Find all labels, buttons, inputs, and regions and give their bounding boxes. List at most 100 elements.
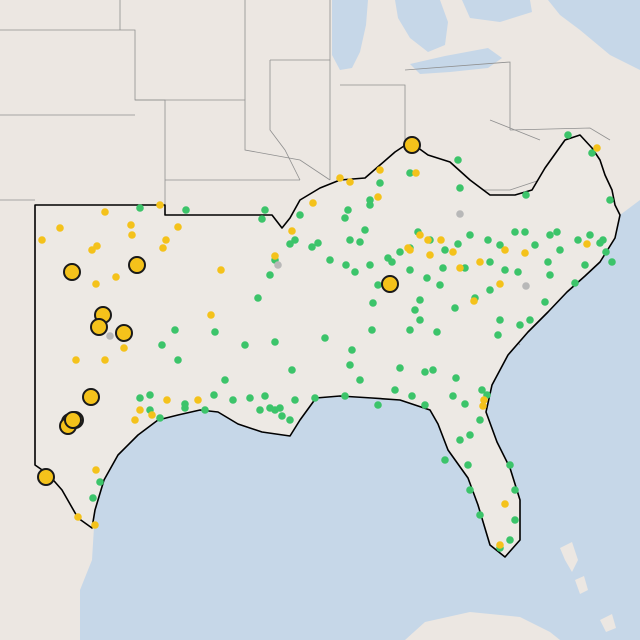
site-marker-green-54 (341, 392, 349, 400)
site-marker-green-90 (486, 258, 494, 266)
site-marker-yellow-48 (288, 227, 296, 235)
site-marker-green-118 (286, 416, 294, 424)
site-marker-green-63 (466, 431, 474, 439)
site-marker-large-6 (115, 324, 133, 342)
site-marker-green-17 (586, 231, 594, 239)
site-marker-green-113 (351, 268, 359, 276)
site-marker-green-70 (506, 536, 514, 544)
site-marker-yellow-29 (416, 231, 424, 239)
site-marker-green-74 (433, 328, 441, 336)
site-marker-green-80 (526, 316, 534, 324)
site-marker-yellow-5 (101, 208, 109, 216)
site-marker-yellow-15 (112, 273, 120, 281)
site-marker-green-114 (261, 392, 269, 400)
site-marker-green-49 (246, 394, 254, 402)
state-border-10 (404, 61, 511, 130)
site-marker-green-97 (406, 326, 414, 334)
site-marker-green-137 (361, 226, 369, 234)
site-marker-green-139 (344, 206, 352, 214)
site-marker-large-11 (37, 468, 55, 486)
site-marker-yellow-8 (156, 201, 164, 209)
site-marker-yellow-23 (309, 199, 317, 207)
site-marker-green-23 (484, 236, 492, 244)
site-marker-yellow-9 (174, 223, 182, 231)
site-marker-gray-3 (274, 261, 282, 269)
site-marker-green-19 (531, 241, 539, 249)
site-marker-yellow-45 (479, 402, 487, 410)
site-marker-green-81 (541, 298, 549, 306)
site-marker-green-44 (174, 356, 182, 364)
site-marker-green-32 (366, 261, 374, 269)
site-marker-yellow-19 (92, 466, 100, 474)
highlighted-region-outline (34, 134, 621, 558)
state-border-11 (509, 127, 611, 141)
site-marker-green-82 (571, 279, 579, 287)
lake-michigan (332, 0, 368, 70)
site-marker-green-64 (456, 436, 464, 444)
state-border-24 (489, 119, 541, 141)
site-marker-large-2 (63, 263, 81, 281)
site-marker-green-12 (522, 191, 530, 199)
site-marker-green-14 (588, 149, 596, 157)
site-marker-green-110 (89, 494, 97, 502)
site-marker-yellow-13 (207, 311, 215, 319)
site-marker-green-26 (441, 246, 449, 254)
site-marker-yellow-53 (131, 416, 139, 424)
site-marker-gray-4 (106, 332, 114, 340)
site-marker-green-66 (464, 461, 472, 469)
site-marker-green-43 (158, 341, 166, 349)
site-marker-green-6 (341, 214, 349, 222)
site-marker-green-111 (369, 299, 377, 307)
site-marker-green-131 (296, 211, 304, 219)
site-marker-green-136 (384, 254, 392, 262)
site-marker-gray-1 (456, 210, 464, 218)
site-marker-green-38 (266, 271, 274, 279)
bahamas-island-south (600, 614, 616, 632)
site-marker-green-103 (221, 376, 229, 384)
site-marker-yellow-24 (336, 174, 344, 182)
site-marker-green-116 (276, 404, 284, 412)
site-marker-green-9 (406, 169, 414, 177)
site-marker-yellow-20 (74, 513, 82, 521)
site-marker-green-117 (278, 412, 286, 420)
site-marker-green-120 (356, 376, 364, 384)
site-marker-green-45 (146, 391, 154, 399)
state-border-3 (135, 99, 331, 181)
site-marker-green-140 (261, 206, 269, 214)
lake-huron (395, 0, 448, 52)
site-marker-yellow-14 (92, 280, 100, 288)
site-marker-green-5 (314, 239, 322, 247)
site-marker-green-138 (356, 238, 364, 246)
atlantic-northeast (548, 0, 640, 70)
site-marker-yellow-49 (194, 396, 202, 404)
site-marker-yellow-41 (501, 246, 509, 254)
site-marker-green-53 (311, 394, 319, 402)
site-marker-green-52 (291, 396, 299, 404)
site-marker-green-128 (608, 258, 616, 266)
site-marker-green-56 (408, 392, 416, 400)
site-marker-yellow-26 (376, 166, 384, 174)
site-marker-large-8 (82, 388, 100, 406)
site-marker-green-101 (288, 366, 296, 374)
markers-layer (37, 131, 616, 552)
site-marker-green-122 (406, 266, 414, 274)
site-marker-yellow-33 (426, 251, 434, 259)
site-marker-green-1 (136, 204, 144, 212)
site-marker-large-3 (128, 256, 146, 274)
site-marker-green-15 (606, 196, 614, 204)
site-marker-green-22 (496, 241, 504, 249)
site-marker-yellow-47 (271, 252, 279, 260)
site-marker-yellow-21 (91, 521, 99, 529)
site-marker-large-5 (90, 318, 108, 336)
site-marker-green-121 (396, 364, 404, 372)
site-marker-green-94 (416, 296, 424, 304)
site-marker-green-93 (423, 274, 431, 282)
site-marker-green-95 (411, 306, 419, 314)
site-marker-green-48 (229, 396, 237, 404)
site-marker-yellow-51 (148, 411, 156, 419)
site-marker-yellow-44 (480, 396, 488, 404)
site-marker-green-123 (436, 281, 444, 289)
site-marker-green-135 (391, 386, 399, 394)
